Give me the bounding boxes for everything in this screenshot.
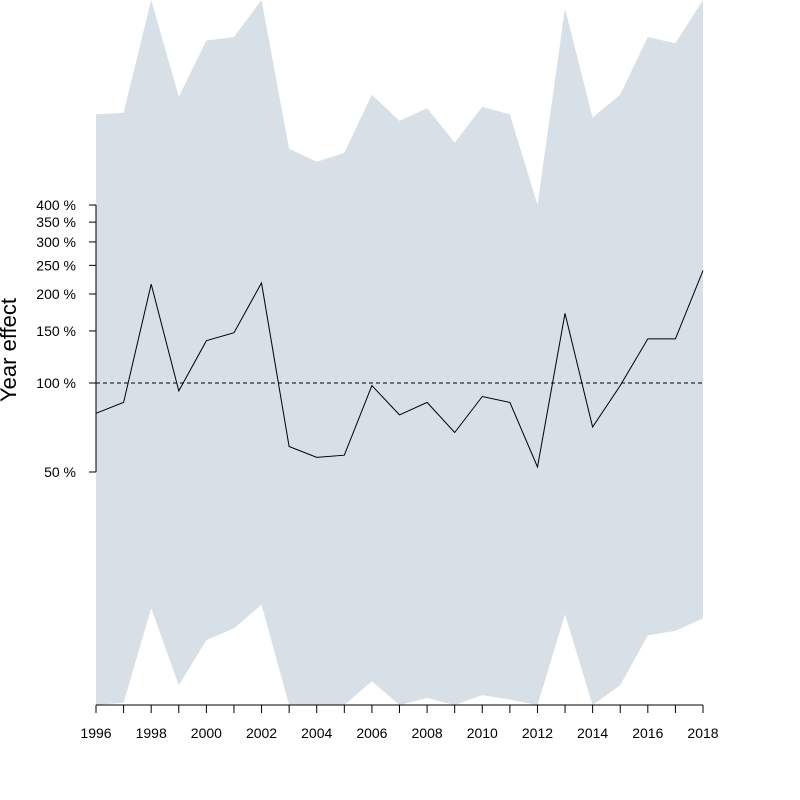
estimate-point-1999 [178,390,180,392]
estimate-point-2012 [536,466,538,468]
estimate-point-2013 [564,312,566,314]
x-tick-label-2018: 2018 [687,725,718,741]
estimate-point-2001 [233,332,235,334]
x-tick-label-2010: 2010 [467,725,498,741]
x-tick-label-2014: 2014 [577,725,608,741]
confidence-band [96,0,703,705]
y-tick-label-50: 50 % [44,464,76,480]
estimate-point-2011 [509,401,511,403]
estimate-line [95,270,704,469]
y-tick-label-300: 300 % [36,234,76,250]
estimate-point-2009 [454,432,456,434]
y-axis-title: Year effect [0,298,21,402]
estimate-point-2005 [343,454,345,456]
x-tick-label-2002: 2002 [246,725,277,741]
estimate-point-2017 [674,338,676,340]
y-tick-label-250: 250 % [36,257,76,273]
estimate-point-2016 [647,338,649,340]
estimate-point-2008 [426,401,428,403]
estimate-point-1998 [150,283,152,285]
estimate-point-2010 [481,396,483,398]
y-tick-label-350: 350 % [36,214,76,230]
x-tick-label-2008: 2008 [412,725,443,741]
x-tick-label-2004: 2004 [301,725,332,741]
estimate-point-1997 [123,401,125,403]
x-tick-label-2006: 2006 [356,725,387,741]
x-axis: 1996 1998 2000 2002 2004 2006 2008 2010 2012 2014… [80,704,719,741]
x-tick-label-1996: 1996 [80,725,111,741]
estimate-point-2002 [261,282,263,284]
y-axis: 50 % 100 % 150 % 200 % 250 % 300 % 350 %400 % [36,197,97,480]
x-tick-label-2012: 2012 [522,725,553,741]
x-tick-label-1998: 1998 [136,725,167,741]
estimate-point-2018 [702,270,704,272]
estimate-point-2003 [288,445,290,447]
estimate-point-2007 [399,414,401,416]
y-tick-label-200: 200 % [36,286,76,302]
estimate-point-2006 [371,385,373,387]
x-tick-label-2016: 2016 [632,725,663,741]
y-tick-label-150: 150 % [36,323,76,339]
y-tick-label-100: 100 % [36,375,76,391]
estimate-point-2015 [619,385,621,387]
estimate-point-2014 [592,426,594,428]
estimate-point-2004 [316,456,318,458]
x-tick-label-2000: 2000 [191,725,222,741]
estimate-point-2000 [205,340,207,342]
y-tick-label-400: 400 % [36,197,76,213]
